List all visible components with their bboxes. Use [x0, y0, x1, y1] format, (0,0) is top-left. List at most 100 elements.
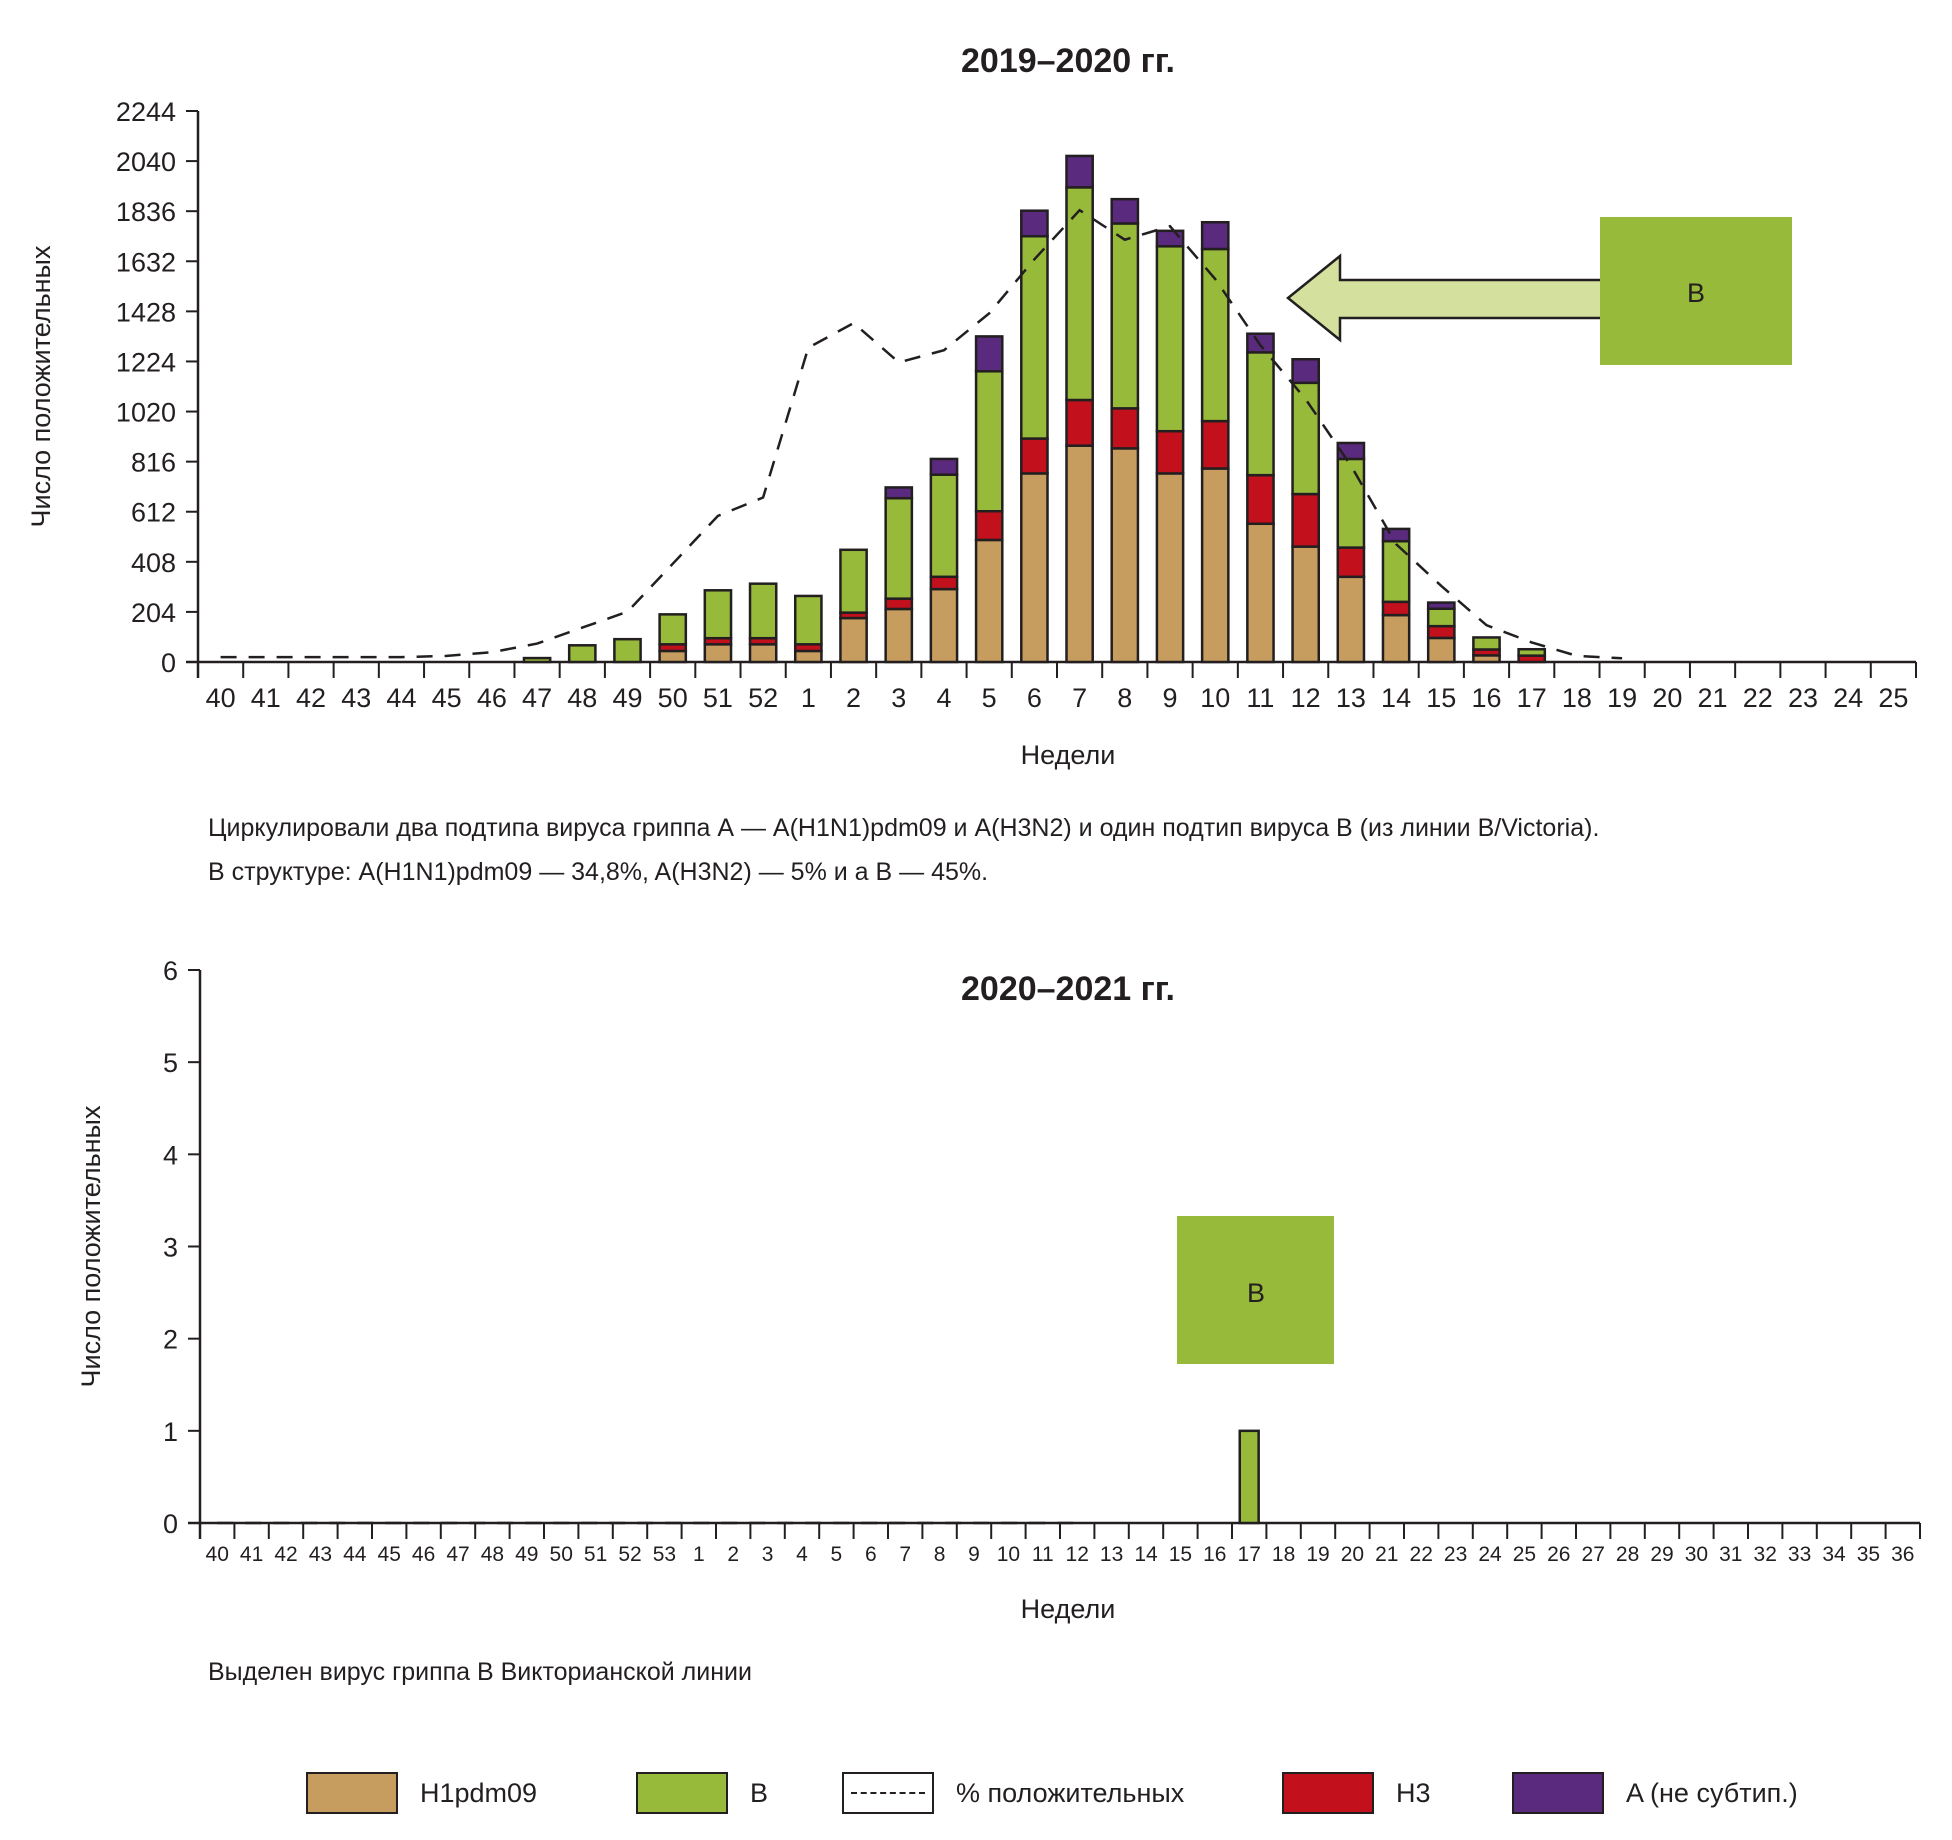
bar-segment-h1pdm09-week-11 [1246, 522, 1275, 664]
y-tick-label: 1020 [116, 398, 176, 428]
x-tick-label: 23 [1444, 1543, 1467, 1566]
x-tick-label: 1 [801, 683, 816, 713]
bar-segment-a--week-14 [1381, 527, 1411, 543]
bar-segment-h3-week-9 [1155, 429, 1185, 475]
x-tick-label: 11 [1246, 683, 1274, 713]
bar-segment-h1pdm09-week-14 [1381, 613, 1411, 664]
caption-top-line1: Циркулировали два подтипа вируса гриппа … [208, 814, 1600, 842]
bar-segment-h3-week-4 [929, 575, 959, 591]
bar-segment-a--week-9 [1155, 229, 1185, 248]
bar-segment-h3-week-5 [974, 509, 1004, 542]
bar-segment-h1pdm09-week-12 [1291, 545, 1321, 664]
bar-segment-b-week-2 [839, 548, 868, 614]
x-tick-label: 19 [1306, 1543, 1329, 1566]
x-tick-label: 42 [274, 1543, 297, 1566]
annotation-b-bottom: B [1177, 1216, 1334, 1364]
x-tick-label: 9 [1163, 683, 1178, 713]
legend-item-a-unsubtyped: A (не субтип.) [1512, 1770, 1798, 1816]
bar-segment-b-week-47 [522, 656, 552, 664]
x-tick-label: 22 [1743, 683, 1773, 713]
bar-segment-b-week-3 [884, 496, 914, 600]
x-tick-label: 47 [522, 683, 552, 713]
bar-segment-b-week-16 [1472, 636, 1501, 651]
x-tick-label: 7 [1072, 683, 1087, 713]
caption-bottom: Выделен вирус гриппа В Викторианской лин… [208, 1658, 752, 1686]
y-tick-label: 408 [131, 548, 176, 578]
bar-segment-h1pdm09-week-5 [974, 538, 1004, 664]
bar-segment-b-week-14 [1381, 539, 1411, 604]
y-tick-label: 1632 [116, 247, 176, 277]
bar-segment-h3-week-14 [1381, 600, 1411, 617]
bar-segment-h3-week-8 [1110, 407, 1140, 450]
legend-label: H3 [1396, 1777, 1431, 1808]
bar-segment-b-week-17 [1517, 647, 1547, 657]
legend-item-b: B [636, 1770, 768, 1816]
bar-segment-h1pdm09-week-3 [884, 607, 914, 664]
bar-segment-b-week-10 [1200, 247, 1230, 423]
x-tick-label: 51 [703, 683, 733, 713]
bar-segment-b-week-6 [1020, 234, 1049, 440]
x-tick-label: 19 [1607, 683, 1637, 713]
bar-segment-a--week-12 [1291, 357, 1321, 385]
x-tick-label: 25 [1513, 1543, 1536, 1566]
x-tick-label: 48 [567, 683, 597, 713]
x-tick-label: 5 [831, 1543, 843, 1566]
x-tick-label: 13 [1336, 683, 1366, 713]
x-tick-label: 24 [1478, 1543, 1502, 1566]
bar-segment-h1pdm09-week-7 [1065, 444, 1094, 664]
legend-item-h3: H3 [1282, 1770, 1431, 1816]
bar-segment-h1pdm09-week-9 [1155, 472, 1185, 664]
x-tick-label: 47 [446, 1543, 469, 1566]
x-tick-label: 20 [1652, 683, 1682, 713]
x-tick-label: 29 [1650, 1543, 1673, 1566]
y-tick-label: 816 [131, 448, 176, 478]
legend: H1pdm09 B % положительных H3 A (не субти… [0, 1770, 1952, 1820]
x-tick-label: 10 [1200, 683, 1230, 713]
x-tick-label: 25 [1878, 683, 1908, 713]
x-tick-label: 3 [891, 683, 906, 713]
x-tick-label: 18 [1562, 683, 1592, 713]
x-tick-label: 15 [1169, 1543, 1192, 1566]
legend-swatch-h3 [1282, 1772, 1374, 1814]
y-tick-label: 1224 [116, 347, 176, 377]
legend-item-percent-positive: % положительных [842, 1770, 1184, 1816]
x-tick-label: 26 [1547, 1543, 1570, 1566]
annotation-box [1177, 1216, 1334, 1364]
x-tick-label: 34 [1822, 1543, 1846, 1566]
x-tick-label: 17 [1517, 683, 1547, 713]
x-tick-label: 6 [1027, 683, 1042, 713]
x-tick-label: 21 [1375, 1543, 1398, 1566]
x-tick-label: 23 [1788, 683, 1818, 713]
x-tick-label: 48 [481, 1543, 504, 1566]
legend-swatch-h1pdm09 [306, 1772, 398, 1814]
x-tick-label: 22 [1410, 1543, 1433, 1566]
legend-swatch-a-unsubtyped [1512, 1772, 1604, 1814]
x-tick-label: 31 [1719, 1543, 1742, 1566]
bar-segment-a--week-8 [1110, 197, 1140, 225]
x-tick-label: 53 [653, 1543, 676, 1566]
bar-segment-h1pdm09-week-13 [1336, 575, 1366, 664]
x-tick-label: 41 [240, 1543, 263, 1566]
y-tick-label: 0 [163, 1509, 178, 1539]
bar-segment-h1pdm09-week-2 [839, 616, 868, 664]
x-tick-label: 35 [1857, 1543, 1880, 1566]
y-tick-label: 1 [163, 1417, 178, 1447]
bar-segment-a--week-5 [974, 335, 1004, 373]
bar-segment-h1pdm09-week-52 [748, 643, 778, 664]
x-tick-label: 44 [386, 683, 416, 713]
y-tick-label: 612 [131, 498, 176, 528]
y-tick-label: 1836 [116, 197, 176, 227]
x-tick-label: 44 [343, 1543, 367, 1566]
x-tick-label: 46 [477, 683, 507, 713]
x-tick-label: 14 [1381, 683, 1411, 713]
x-tick-label: 16 [1203, 1543, 1226, 1566]
bar-segment-b-week-52 [748, 582, 778, 640]
bar-segment-h3-week-12 [1291, 492, 1321, 548]
legend-item-h1pdm09: H1pdm09 [306, 1770, 537, 1816]
bar-segment-b-week-13 [1336, 457, 1366, 549]
x-axis-label: Недели [1021, 1594, 1116, 1624]
bar-segment-b-week-7 [1065, 186, 1094, 402]
percent-positive-line [220, 208, 1623, 660]
x-tick-label: 43 [309, 1543, 332, 1566]
chart-title: 2019–2020 гг. [961, 42, 1175, 80]
